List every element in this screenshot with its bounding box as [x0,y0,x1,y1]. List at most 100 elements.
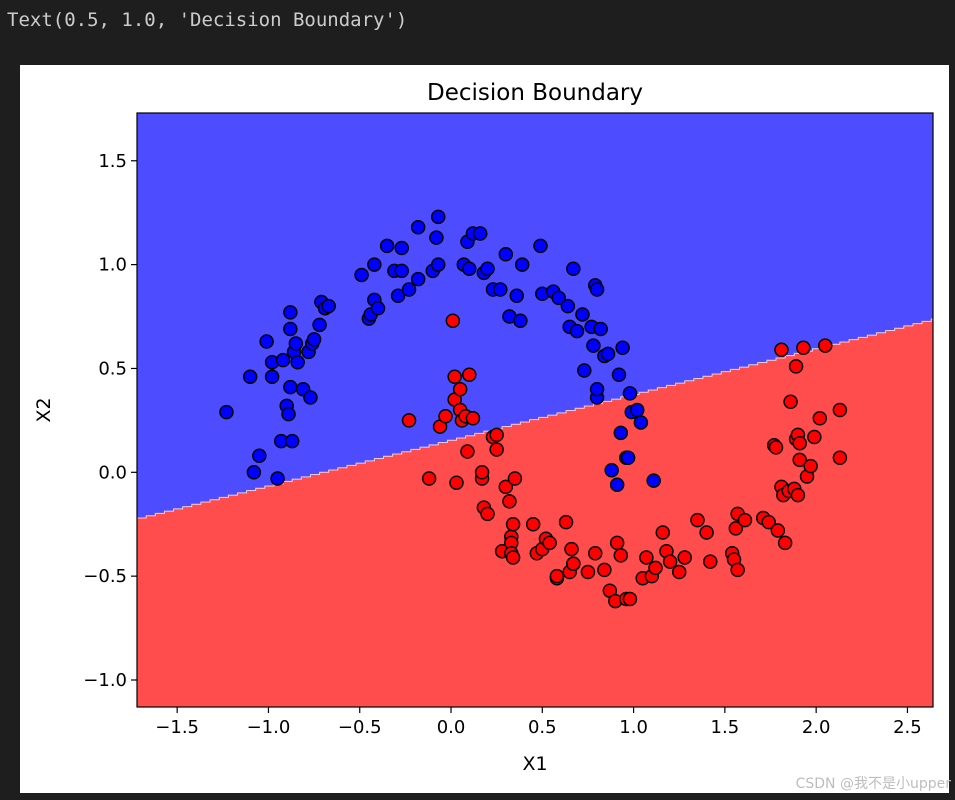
y-tick-label: −1.0 [83,670,127,691]
data-point-class-1 [505,550,521,565]
data-point-class-0 [609,477,625,493]
y-tick-label: −0.5 [83,566,127,587]
data-point-class-0 [246,465,262,480]
data-point-class-1 [770,523,786,538]
data-point-class-1 [803,458,818,474]
x-tick-label: 1.0 [619,717,648,738]
data-point-class-1 [671,564,687,580]
y-axis-label: X2 [33,397,55,422]
data-point-class-1 [401,413,417,428]
data-points [219,209,848,609]
data-point-class-0 [394,263,409,279]
data-point-class-0 [284,433,300,449]
data-point-class-1 [462,367,477,382]
data-point-class-0 [509,288,524,304]
data-point-class-0 [566,261,581,277]
data-point-class-0 [493,282,508,297]
data-point-class-1 [498,479,514,495]
data-point-class-1 [505,516,521,532]
data-point-class-1 [818,338,833,353]
cell-output-area: Text(0.5, 1.0, 'Decision Boundary') [0,0,955,44]
data-point-class-1 [790,487,806,503]
data-point-class-0 [312,317,327,333]
data-point-class-0 [615,340,630,355]
data-point-class-1 [690,512,705,528]
data-point-class-1 [449,475,464,490]
data-point-class-0 [622,386,638,401]
data-point-class-1 [737,512,753,528]
data-point-class-0 [575,307,590,322]
x-tick-label: 2.0 [802,717,831,738]
data-point-class-1 [832,402,848,418]
data-point-class-1 [792,435,807,451]
data-point-class-1 [507,471,523,486]
data-point-class-0 [472,226,488,241]
data-point-class-0 [593,321,608,337]
data-point-class-0 [600,346,616,362]
y-tick-label: 1.5 [98,151,127,172]
data-point-class-0 [462,261,477,277]
figure: −1.5 −1.0 −0.5 0.0 0.5 1.0 1.5 2.0 2.5 −1.0 −0.5 0… [20,65,949,793]
data-point-class-0 [252,448,267,463]
data-point-class-1 [639,550,654,565]
data-point-class-1 [609,535,625,551]
data-point-class-0 [646,473,661,488]
data-point-class-1 [699,525,714,540]
data-point-class-1 [777,535,793,551]
data-point-class-0 [586,338,601,353]
data-point-class-1 [792,452,807,468]
data-point-class-1 [662,554,678,569]
data-point-class-0 [629,402,645,418]
x-tick-label: −0.5 [338,717,382,738]
data-point-class-1 [452,381,468,397]
data-point-class-0 [283,379,298,395]
data-point-class-1 [788,359,804,374]
data-point-class-1 [566,556,581,571]
data-point-class-1 [502,494,517,509]
data-point-class-1 [480,506,495,522]
scatter-chart: −1.5 −1.0 −0.5 0.0 0.5 1.0 1.5 2.0 2.5 −1.0 −0.5 0… [20,65,949,793]
data-point-class-0 [379,238,395,254]
data-point-class-1 [648,560,663,576]
data-point-class-0 [533,238,548,254]
data-point-class-1 [580,564,596,580]
x-tick-label: −1.5 [155,717,199,738]
data-point-class-1 [677,550,692,565]
data-point-class-0 [513,313,528,328]
data-point-class-0 [281,406,296,422]
data-point-class-1 [465,411,481,426]
y-tick-label: 0.5 [98,358,127,379]
data-point-class-1 [832,450,848,466]
watermark: CSDN @我不是小upper [795,776,951,792]
data-point-class-0 [283,321,298,337]
data-point-class-1 [460,444,475,459]
x-tick-label: 2.5 [893,717,922,738]
data-point-class-0 [551,290,566,306]
data-point-class-0 [354,267,369,283]
decision-regions [137,113,933,707]
data-point-class-0 [394,240,409,256]
data-point-class-0 [275,352,291,368]
data-point-class-0 [613,425,629,441]
region-class-0 [137,113,933,518]
data-point-class-0 [430,257,446,272]
data-point-class-0 [620,450,636,466]
data-point-class-0 [604,462,619,478]
y-tick-label: 0.0 [98,462,127,483]
data-point-class-0 [498,246,514,262]
data-point-class-0 [569,323,585,339]
data-point-class-0 [560,298,576,314]
data-point-class-1 [613,548,629,563]
data-point-class-1 [730,562,745,578]
data-point-class-1 [438,408,453,424]
y-tick-label: 1.0 [98,255,127,276]
data-point-class-0 [242,369,258,385]
data-point-class-0 [290,354,305,370]
region-class-1 [137,319,933,707]
data-point-class-0 [480,261,495,277]
data-point-class-1 [489,442,504,457]
data-point-class-1 [474,465,490,480]
data-point-class-1 [421,471,437,486]
data-point-class-0 [410,219,426,235]
data-point-class-0 [370,300,386,316]
